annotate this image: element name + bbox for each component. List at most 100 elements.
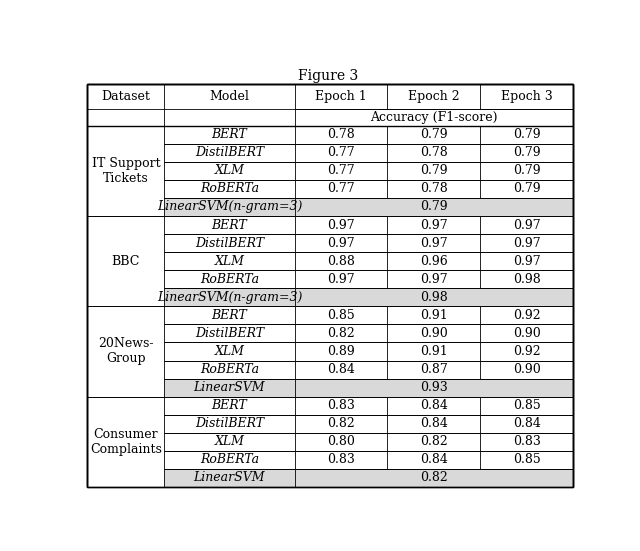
Text: 0.89: 0.89 <box>327 345 355 358</box>
Text: 0.79: 0.79 <box>513 164 541 177</box>
Bar <box>481 415 573 433</box>
Text: RoBERTa: RoBERTa <box>200 453 259 466</box>
Bar <box>294 234 387 252</box>
Bar <box>294 198 573 216</box>
Bar <box>387 451 481 469</box>
Bar <box>164 451 294 469</box>
Text: Figure 3: Figure 3 <box>298 69 358 83</box>
Text: 0.97: 0.97 <box>420 236 448 250</box>
Bar <box>481 216 573 234</box>
Bar <box>387 162 481 180</box>
Text: Epoch 1: Epoch 1 <box>315 90 367 104</box>
Text: RoBERTa: RoBERTa <box>200 273 259 286</box>
Text: 0.84: 0.84 <box>513 417 541 430</box>
Bar <box>481 180 573 198</box>
Bar <box>481 270 573 288</box>
Text: 0.97: 0.97 <box>513 219 541 231</box>
Bar <box>481 343 573 360</box>
Text: DistilBERT: DistilBERT <box>195 146 264 159</box>
Text: BERT: BERT <box>211 128 247 141</box>
Bar <box>88 84 573 109</box>
Text: 0.82: 0.82 <box>420 472 448 484</box>
Text: 0.78: 0.78 <box>420 146 448 159</box>
Bar <box>88 397 164 487</box>
Text: 0.79: 0.79 <box>420 164 448 177</box>
Text: 0.78: 0.78 <box>327 128 355 141</box>
Text: 0.91: 0.91 <box>420 309 448 322</box>
Text: DistilBERT: DistilBERT <box>195 327 264 340</box>
Bar <box>387 415 481 433</box>
Text: Epoch 3: Epoch 3 <box>501 90 553 104</box>
Text: 0.79: 0.79 <box>420 128 448 141</box>
Bar <box>387 343 481 360</box>
Text: 0.84: 0.84 <box>420 399 448 412</box>
Text: IT Support
Tickets: IT Support Tickets <box>92 157 160 185</box>
Text: 0.97: 0.97 <box>420 219 448 231</box>
Text: 0.90: 0.90 <box>513 327 541 340</box>
Text: BBC: BBC <box>111 255 140 268</box>
Bar <box>387 433 481 451</box>
Bar <box>481 252 573 270</box>
Bar <box>164 252 294 270</box>
Text: 0.77: 0.77 <box>327 164 355 177</box>
Bar <box>294 126 387 144</box>
Bar <box>294 415 387 433</box>
Bar <box>481 162 573 180</box>
Text: 0.97: 0.97 <box>513 255 541 268</box>
Bar <box>164 397 294 415</box>
Text: BERT: BERT <box>211 219 247 231</box>
Bar <box>294 306 387 325</box>
Bar <box>294 162 387 180</box>
Bar <box>164 415 294 433</box>
Bar <box>387 234 481 252</box>
Bar <box>294 288 573 306</box>
Text: XLM: XLM <box>214 164 244 177</box>
Bar <box>387 270 481 288</box>
Bar <box>164 288 294 306</box>
Bar <box>481 397 573 415</box>
Bar <box>164 216 294 234</box>
Bar <box>164 234 294 252</box>
Text: 0.82: 0.82 <box>420 435 448 449</box>
Text: RoBERTa: RoBERTa <box>200 182 259 196</box>
Text: XLM: XLM <box>214 255 244 268</box>
Bar <box>481 433 573 451</box>
Text: 0.85: 0.85 <box>513 399 541 412</box>
Bar <box>481 451 573 469</box>
Text: 0.77: 0.77 <box>327 146 355 159</box>
Bar <box>164 180 294 198</box>
Bar <box>164 360 294 379</box>
Text: DistilBERT: DistilBERT <box>195 417 264 430</box>
Bar <box>387 126 481 144</box>
Bar <box>294 343 387 360</box>
Bar <box>387 180 481 198</box>
Bar <box>481 360 573 379</box>
Bar <box>88 109 573 126</box>
Text: XLM: XLM <box>214 345 244 358</box>
Text: 20News-
Group: 20News- Group <box>98 338 154 365</box>
Text: 0.98: 0.98 <box>513 273 541 286</box>
Bar <box>164 126 294 144</box>
Bar <box>481 325 573 343</box>
Text: 0.97: 0.97 <box>513 236 541 250</box>
Text: 0.97: 0.97 <box>420 273 448 286</box>
Bar <box>164 325 294 343</box>
Bar <box>88 306 164 397</box>
Bar <box>294 451 387 469</box>
Text: BERT: BERT <box>211 399 247 412</box>
Text: 0.79: 0.79 <box>420 201 448 213</box>
Bar <box>387 306 481 325</box>
Text: 0.85: 0.85 <box>327 309 355 322</box>
Text: 0.85: 0.85 <box>513 453 541 466</box>
Text: 0.80: 0.80 <box>327 435 355 449</box>
Bar <box>164 433 294 451</box>
Bar <box>387 397 481 415</box>
Text: 0.98: 0.98 <box>420 291 448 304</box>
Bar <box>481 234 573 252</box>
Bar <box>294 252 387 270</box>
Bar <box>164 198 294 216</box>
Bar <box>164 343 294 360</box>
Text: 0.84: 0.84 <box>420 417 448 430</box>
Bar <box>164 469 294 487</box>
Text: LinearSVM(n-gram=3): LinearSVM(n-gram=3) <box>157 201 302 213</box>
